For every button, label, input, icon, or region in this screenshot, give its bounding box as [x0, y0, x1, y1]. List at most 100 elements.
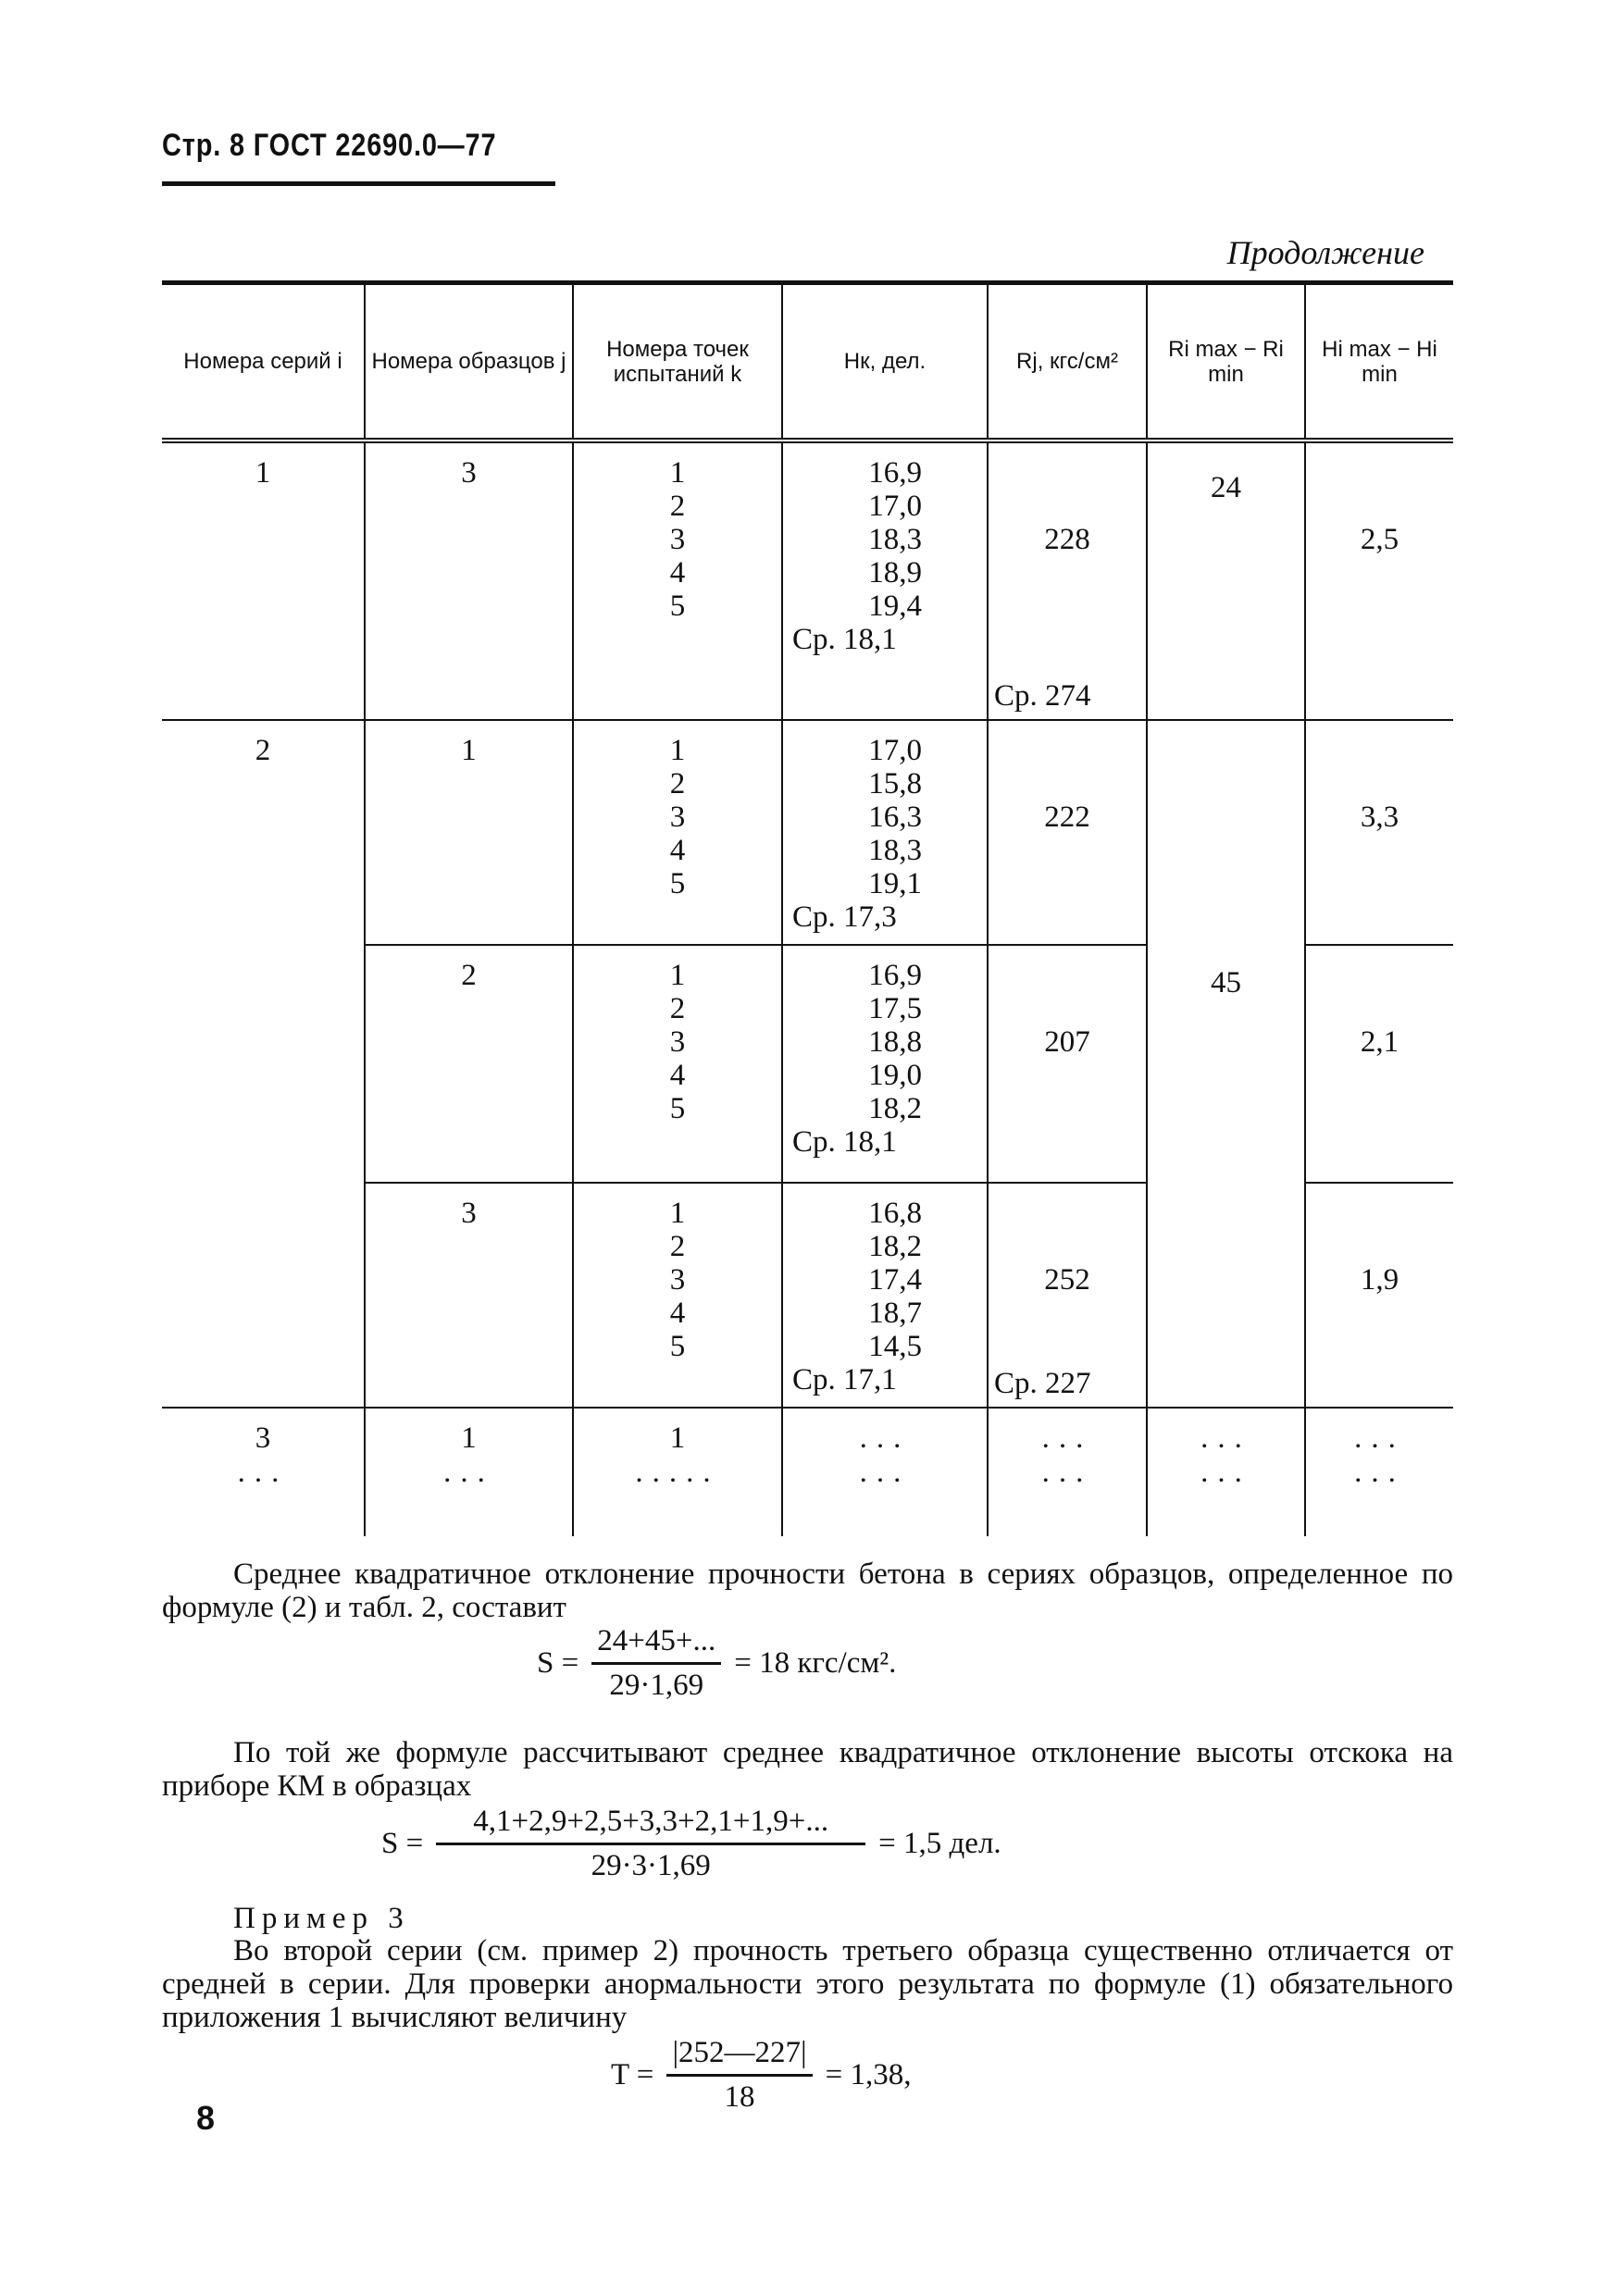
point-number: 1 — [669, 456, 686, 490]
header-h-range: Hi max − Hi min — [1304, 280, 1453, 443]
sample-cell-value: 1 — [461, 1421, 477, 1455]
r-value: 228 — [1044, 523, 1090, 556]
h-range-cell: 3,3 — [1304, 719, 1453, 945]
point-number: 3 — [669, 1263, 686, 1297]
point-number: 4 — [669, 1059, 686, 1092]
point-number: 3 — [669, 1025, 686, 1059]
series-cell: 1 — [162, 440, 366, 720]
point-number: 1 — [669, 959, 686, 992]
formula-3-rhs: = 1,38, — [825, 2058, 912, 2091]
point-number: 4 — [669, 556, 686, 590]
point-number: 5 — [669, 1092, 686, 1125]
paragraph-2: По той же формуле рассчитывают среднее к… — [162, 1736, 1453, 1803]
h-values-cell: 17,0 15,8 16,3 18,3 19,1 Ср. 17,3 — [781, 719, 989, 945]
h-range-cell: 2,1 — [1304, 944, 1453, 1183]
h-value: 17,0 — [868, 734, 922, 767]
h-value: 17,0 — [868, 490, 922, 523]
table-header-row: Номера серий i Номера образцов j Номера … — [162, 280, 1453, 443]
h-value: 16,9 — [868, 456, 922, 490]
h-value: 16,3 — [868, 800, 922, 834]
formula-3-fraction: |252—227| 18 — [666, 2036, 813, 2115]
header-sample: Номера образцов j — [364, 280, 574, 443]
r-value-cell: 207 — [987, 944, 1148, 1183]
formula-3-numerator: |252—227| — [666, 2036, 813, 2077]
h-values-cell: 16,8 18,2 17,4 18,7 14,5 Ср. 17,1 — [781, 1182, 989, 1408]
h-value: 18,8 — [868, 1025, 922, 1059]
formula-2-fraction: 4,1+2,9+2,5+3,3+2,1+1,9+... 29·3·1,69 — [436, 1805, 866, 1883]
r-value-cell: 222 — [987, 719, 1148, 945]
h-value: 17,4 — [868, 1263, 922, 1297]
formula-3-denominator: 18 — [724, 2080, 755, 2114]
r-value: 207 — [1044, 1025, 1090, 1059]
formula-2-rhs: = 1,5 дел. — [878, 1827, 1001, 1860]
points-cell-dots: ..... — [635, 1456, 720, 1489]
point-number: 5 — [669, 1330, 686, 1363]
h-value: 15,8 — [868, 767, 922, 800]
formula-1: S = 24+45+... 29·1,69 = 18 кгс/см². — [537, 1624, 896, 1703]
h-value: 19,0 — [868, 1059, 922, 1092]
h-value: 18,7 — [868, 1297, 922, 1330]
h-range-cell: 1,9 — [1304, 1182, 1453, 1408]
h-value: 19,4 — [868, 590, 922, 623]
point-number: 5 — [669, 867, 686, 900]
point-number: 2 — [669, 992, 686, 1025]
h-average: Ср. 17,3 — [792, 900, 897, 934]
formula-1-rhs: = 18 кгс/см². — [734, 1646, 897, 1680]
points-cell: 1..... — [572, 1407, 783, 1536]
series-cell: 2 — [162, 719, 366, 1408]
series-cell-value: 3 — [255, 1421, 271, 1455]
h-value: 14,5 — [868, 1330, 922, 1363]
series-cell: 3... — [162, 1407, 366, 1536]
formula-2-numerator: 4,1+2,9+2,5+3,3+2,1+1,9+... — [436, 1805, 866, 1845]
formula-2-lhs: S = — [381, 1827, 424, 1860]
header-points: Номера точек испытаний k — [572, 280, 783, 443]
series-cell-dots: ... — [237, 1456, 289, 1489]
r-cell: ...... — [987, 1407, 1148, 1536]
header-r-range: Ri max − Ri min — [1146, 280, 1306, 443]
header-series: Номера серий i — [162, 280, 366, 443]
formula-1-denominator: 29·1,69 — [609, 1669, 704, 1702]
header-r: Rj, кгс/см² — [987, 280, 1148, 443]
r-value-cell: 252 Ср. 227 — [987, 1182, 1148, 1408]
h-average: Ср. 18,1 — [792, 1125, 897, 1159]
point-number: 3 — [669, 800, 686, 834]
h-value: 18,9 — [868, 556, 922, 590]
h-cell: ...... — [781, 1407, 989, 1536]
ellipsis: ... — [1200, 1456, 1251, 1489]
r-value: 252 — [1044, 1263, 1090, 1297]
page-number: 8 — [196, 2099, 216, 2137]
point-number: 1 — [669, 1197, 686, 1230]
r-value-cell: 228 Ср. 274 — [987, 440, 1148, 720]
r-value: 222 — [1044, 800, 1090, 834]
sample-cell: 1... — [364, 1407, 574, 1536]
ellipsis: ... — [1354, 1456, 1405, 1489]
point-number: 4 — [669, 1297, 686, 1330]
header-rule — [162, 181, 555, 186]
ellipsis: ... — [1041, 1421, 1093, 1455]
r-range-cell: ...... — [1146, 1407, 1306, 1536]
ellipsis: ... — [859, 1456, 911, 1489]
r-range-cell: 24 — [1146, 440, 1306, 720]
formula-3-lhs: T = — [611, 2058, 654, 2091]
table-row: 1 3 1 2 3 4 5 16,9 17,0 18,3 18,9 19,4 Ср. 18,1 228 Ср… — [162, 440, 1453, 720]
header-h: Hк, дел. — [781, 280, 989, 443]
paragraph-1: Среднее квадратичное отклонение прочност… — [162, 1558, 1453, 1624]
formula-3: T = |252—227| 18 = 1,38, — [611, 2036, 912, 2115]
sample-cell: 2 — [365, 944, 574, 1183]
table-row: 3 1 2 3 4 5 16,8 18,2 17,4 18,7 14,5 Ср. 17,1 252 Ср.… — [162, 1182, 1453, 1408]
point-number: 2 — [669, 490, 686, 523]
point-number: 4 — [669, 834, 686, 867]
table-row: 2 1 1 2 3 4 5 17,0 15,8 16,3 18,3 19,1 Ср. 17,3 222 45… — [162, 719, 1453, 1408]
sample-cell-dots: ... — [443, 1456, 494, 1489]
points-cell-value: 1 — [669, 1421, 686, 1455]
running-head: Стр. 8 ГОСТ 22690.0—77 — [162, 128, 497, 163]
h-value: 16,9 — [868, 959, 922, 992]
ellipsis: ... — [1354, 1421, 1405, 1455]
formula-1-fraction: 24+45+... 29·1,69 — [591, 1624, 722, 1703]
formula-1-lhs: S = — [537, 1646, 579, 1680]
sample-cell: 3 — [364, 440, 574, 720]
formula-2: S = 4,1+2,9+2,5+3,3+2,1+1,9+... 29·3·1,6… — [381, 1805, 1001, 1883]
point-number: 5 — [669, 590, 686, 623]
h-value: 16,8 — [868, 1197, 922, 1230]
